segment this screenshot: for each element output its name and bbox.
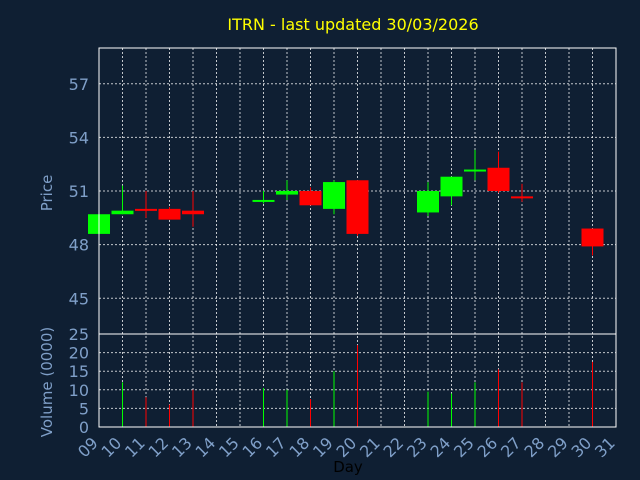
candle-body	[346, 180, 369, 234]
price-tick-label: 45	[69, 289, 89, 308]
candle-body	[487, 167, 510, 191]
tick-labels: 4548515457051015202509101112131415161718…	[69, 75, 619, 461]
volume-tick-label: 5	[79, 399, 89, 418]
candle-body	[440, 176, 463, 197]
candle-body	[581, 228, 604, 247]
grid-lines	[98, 48, 617, 427]
x-tick-label: 31	[591, 433, 619, 461]
candle-body	[158, 208, 181, 220]
candle-body	[323, 182, 345, 209]
volume-panel-frame	[98, 333, 617, 428]
volume-axis-label: Volume (0000)	[38, 327, 56, 437]
volume-tick-label: 15	[69, 362, 89, 381]
x-axis-label: Day	[333, 458, 363, 476]
candle-body	[111, 210, 134, 215]
price-tick-label: 51	[69, 182, 89, 201]
price-tick-label: 54	[69, 128, 89, 147]
candlesticks	[88, 149, 604, 256]
price-axis-label: Price	[38, 175, 56, 212]
volume-tick-label: 10	[69, 381, 89, 400]
candle-body	[252, 199, 275, 202]
candle-body	[511, 196, 533, 199]
candle-body	[276, 191, 298, 195]
price-tick-label: 48	[69, 236, 89, 255]
volume-tick-label: 20	[69, 344, 89, 363]
volume-tick-label: 25	[69, 325, 89, 344]
price-tick-label: 57	[69, 75, 89, 94]
chart-axes	[98, 47, 617, 428]
volume-bars	[98, 345, 593, 427]
candle-body	[464, 169, 486, 172]
candle-body	[299, 191, 322, 206]
volume-tick-label: 0	[79, 418, 89, 437]
candle-body	[417, 191, 439, 213]
chart-title: ITRN - last updated 30/03/2026	[227, 15, 478, 34]
candle-body	[182, 210, 204, 215]
candle-body	[135, 208, 157, 211]
